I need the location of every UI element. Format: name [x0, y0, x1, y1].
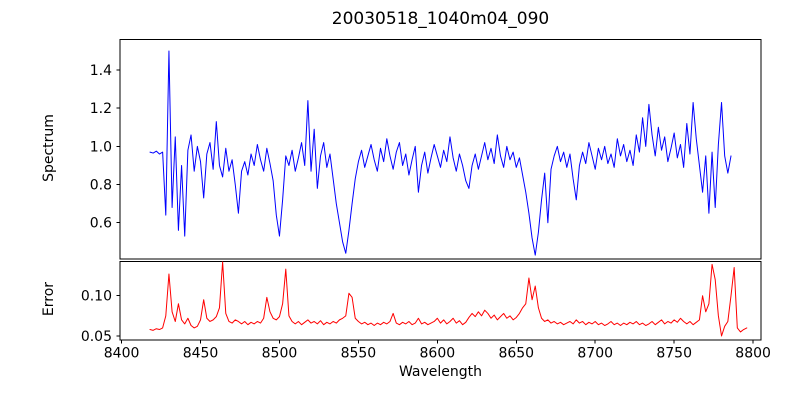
x-tick-label: 8400: [104, 346, 140, 362]
spectrum-y-tick-label: 1.2: [90, 101, 112, 117]
x-tick-label: 8750: [656, 346, 692, 362]
x-tick-label: 8650: [498, 346, 534, 362]
x-tick-label: 8800: [735, 346, 771, 362]
x-tick-label: 8600: [420, 346, 456, 362]
x-tick-label: 8450: [183, 346, 219, 362]
spectrum-y-tick-label: 1.4: [90, 63, 112, 79]
x-tick-label: 8550: [341, 346, 377, 362]
chart-title: 20030518_1040m04_090: [331, 9, 550, 29]
error-axes-frame: [119, 261, 762, 341]
error-y-tick-label: 0.05: [81, 329, 112, 345]
x-tick-label: 8700: [577, 346, 613, 362]
error-line: [149, 261, 748, 337]
spectrum-y-tick-label: 0.6: [90, 216, 112, 232]
x-tick-label: 8500: [262, 346, 298, 362]
spectrum-axes-frame: [119, 39, 762, 260]
spectrum-y-tick-label: 1.0: [90, 139, 112, 155]
error-y-tick-label: 0.10: [81, 289, 112, 305]
spectrum-y-tick-label: 0.8: [90, 178, 112, 194]
spectrum-line: [149, 50, 732, 256]
x-axis-label: Wavelength: [398, 364, 483, 380]
